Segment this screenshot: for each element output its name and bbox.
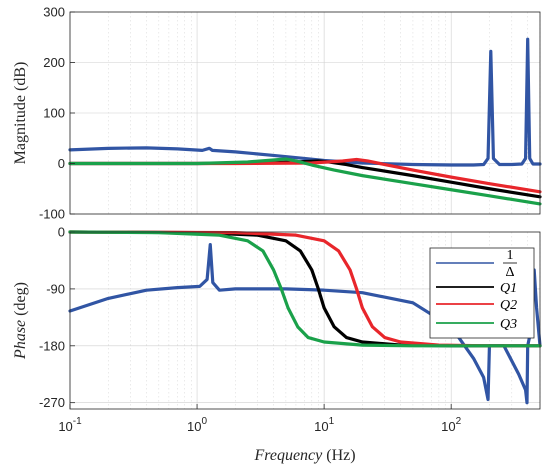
legend-box: [429, 247, 535, 339]
magnitude-series-1: [68, 37, 542, 167]
magnitude-y-tick-label: 200: [43, 55, 65, 70]
magnitude-y-tick-label: -100: [39, 207, 65, 222]
phase-axes: 0-90-180-270 10-1 100 101 102 Phase (deg) F…: [12, 225, 542, 464]
legend-label-denominator: Δ: [505, 265, 514, 280]
phase-label-unit: (deg): [12, 282, 29, 320]
magnitude-y-tick-label: 300: [43, 5, 65, 20]
magnitude-series-q2: [68, 157, 542, 194]
tick-base: 10: [58, 419, 72, 434]
tick-exponent: -1: [73, 416, 82, 427]
phase-y-tick-label: -270: [39, 395, 65, 410]
magnitude-y-tick-label: 100: [43, 106, 65, 121]
magnitude-y-tick-label: 0: [58, 156, 65, 171]
magnitude-axes: -100 0 100 200 300 Magnitude (dB): [12, 5, 542, 222]
tick-base: 10: [314, 419, 328, 434]
legend-label-q1: Q1: [500, 281, 517, 296]
phase-axes-frame: [69, 231, 541, 410]
legend-label-q2: Q2: [500, 298, 517, 313]
phase-y-tick-label: -180: [39, 338, 65, 353]
tick-exponent: 1: [329, 416, 335, 427]
frequency-x-tick-label: 10-1: [58, 416, 82, 434]
phase-y-tick-label: 0: [58, 225, 65, 240]
phase-y-tick-label: -90: [46, 281, 65, 296]
tick-base: 10: [441, 419, 455, 434]
frequency-x-tick-label: 102: [441, 416, 461, 434]
magnitude-series-q3: [68, 157, 542, 206]
legend: 1 ΔQ1 Q2 Q3: [429, 247, 535, 339]
frequency-x-tick-label: 100: [187, 416, 207, 434]
magnitude-y-ticks: -100 0 100 200 300: [39, 5, 75, 222]
frequency-x-axis-label: Frequency (Hz): [253, 447, 355, 464]
frequency-x-ticks: 10-1 100 101 102: [58, 404, 462, 434]
legend-label-q3: Q3: [500, 317, 517, 332]
legend-label-numerator: 1: [507, 248, 514, 263]
magnitude-grid: [69, 11, 541, 215]
tick-exponent: 2: [456, 416, 462, 427]
tick-base: 10: [187, 419, 201, 434]
phase-y-axis-label: Phase (deg): [12, 282, 29, 360]
frequency-x-tick-label: 101: [314, 416, 334, 434]
frequency-label-word: Frequency: [253, 447, 323, 464]
frequency-label-unit: (Hz): [322, 447, 355, 464]
phase-y-ticks: 0 -90 -180 -270: [39, 225, 75, 410]
phase-label-word: Phase: [12, 320, 29, 360]
phase-series-q3: [68, 230, 542, 348]
magnitude-series: [68, 37, 542, 206]
magnitude-y-axis-label: Magnitude (dB): [12, 62, 29, 165]
tick-exponent: 0: [202, 416, 208, 427]
